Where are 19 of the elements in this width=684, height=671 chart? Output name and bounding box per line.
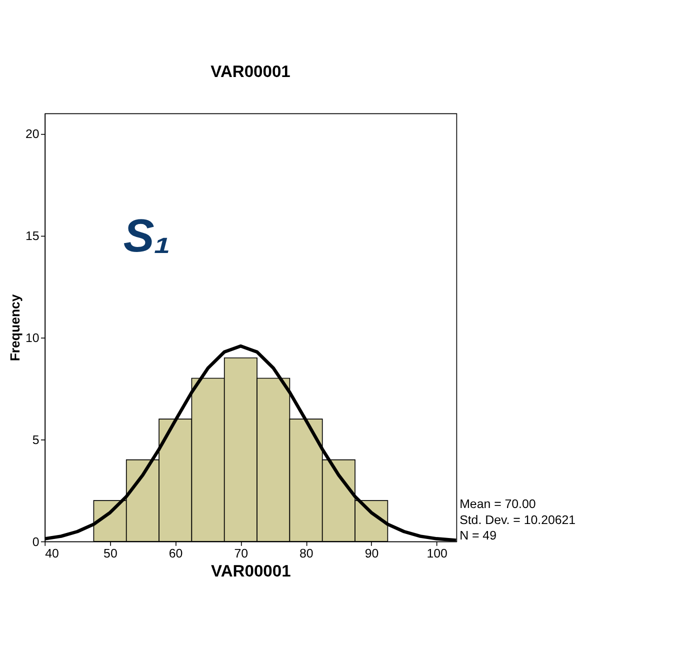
x-tick-label: 50: [104, 546, 118, 561]
x-tick-label: 40: [45, 546, 60, 561]
chart-title: VAR00001: [210, 62, 290, 81]
x-axis-title: VAR00001: [211, 562, 291, 581]
x-tick-label: 100: [426, 546, 448, 561]
y-tick-label: 20: [26, 127, 40, 142]
annotation: S₁: [123, 210, 171, 262]
y-tick-label: 15: [26, 229, 40, 244]
text: N = 49: [460, 528, 497, 543]
x-tick-label: 90: [364, 546, 379, 561]
y-axis-title: Frequency: [8, 294, 23, 362]
text: Std. Dev. = 10.20621: [460, 512, 576, 527]
y-tick-label: 0: [32, 534, 40, 549]
x-tick-label: 80: [300, 546, 314, 561]
x-tick-label: 70: [234, 546, 248, 561]
y-tick-label: 5: [32, 432, 40, 447]
text: Mean = 70.00: [460, 497, 536, 512]
y-tick-label: 10: [26, 331, 40, 346]
x-tick-label: 60: [168, 546, 183, 561]
